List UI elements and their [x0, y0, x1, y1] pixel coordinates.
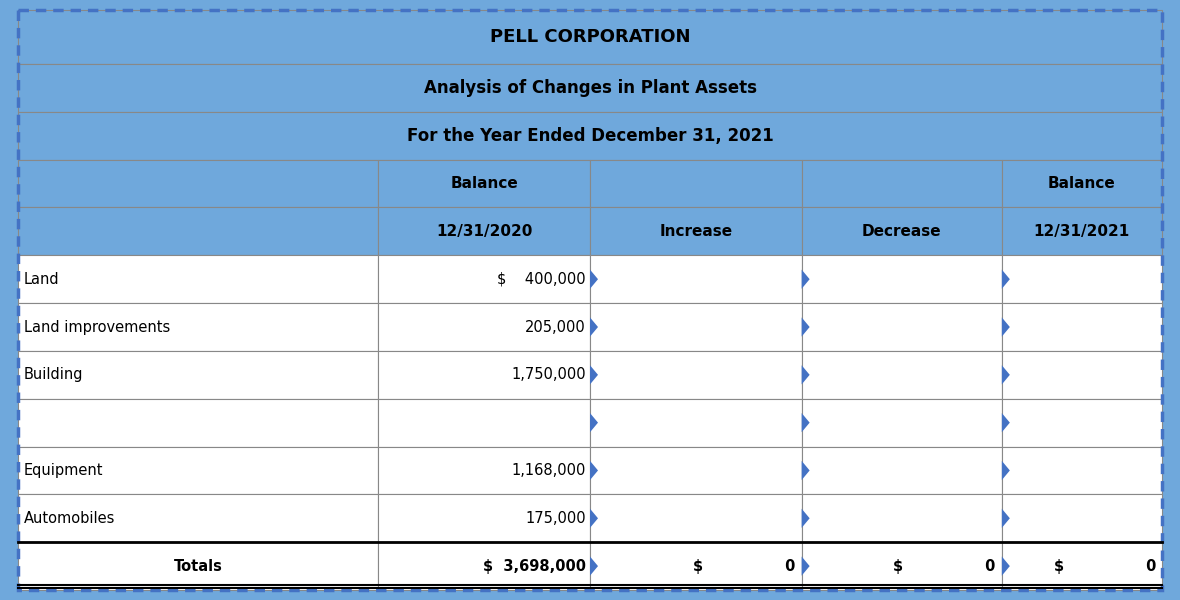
- Bar: [801, 446, 1002, 494]
- Bar: [801, 255, 1002, 303]
- Bar: [801, 351, 1002, 399]
- Bar: [18, 112, 1162, 160]
- Bar: [379, 399, 590, 446]
- Bar: [1002, 303, 1162, 351]
- Bar: [590, 255, 801, 303]
- Polygon shape: [590, 461, 598, 480]
- Polygon shape: [801, 461, 809, 480]
- Text: 12/31/2020: 12/31/2020: [435, 224, 532, 239]
- Bar: [590, 303, 801, 351]
- Bar: [801, 399, 1002, 446]
- Bar: [379, 208, 590, 255]
- Polygon shape: [1002, 365, 1010, 385]
- Bar: [590, 542, 801, 590]
- Polygon shape: [590, 413, 598, 432]
- Bar: [801, 303, 1002, 351]
- Text: Automobiles: Automobiles: [24, 511, 116, 526]
- Bar: [379, 542, 590, 590]
- Text: Building: Building: [24, 367, 84, 382]
- Polygon shape: [1002, 557, 1010, 575]
- Text: Equipment: Equipment: [24, 463, 104, 478]
- Text: Totals: Totals: [173, 559, 223, 574]
- Polygon shape: [801, 269, 809, 289]
- Bar: [801, 208, 1002, 255]
- Bar: [18, 208, 379, 255]
- Polygon shape: [1002, 413, 1010, 432]
- Polygon shape: [1002, 317, 1010, 337]
- Bar: [801, 160, 1002, 208]
- Text: Balance: Balance: [1048, 176, 1116, 191]
- Text: Decrease: Decrease: [861, 224, 942, 239]
- Polygon shape: [801, 317, 809, 337]
- Polygon shape: [590, 509, 598, 528]
- Text: For the Year Ended December 31, 2021: For the Year Ended December 31, 2021: [407, 127, 773, 145]
- Bar: [379, 303, 590, 351]
- Polygon shape: [590, 269, 598, 289]
- Text: 1,168,000: 1,168,000: [512, 463, 586, 478]
- Text: 12/31/2021: 12/31/2021: [1034, 224, 1130, 239]
- Bar: [801, 494, 1002, 542]
- Text: $                0: $ 0: [694, 559, 795, 574]
- Bar: [1002, 255, 1162, 303]
- Bar: [1002, 399, 1162, 446]
- Text: 1,750,000: 1,750,000: [511, 367, 586, 382]
- Polygon shape: [1002, 509, 1010, 528]
- Bar: [18, 303, 379, 351]
- Bar: [379, 494, 590, 542]
- Bar: [590, 160, 801, 208]
- Text: $                0: $ 0: [893, 559, 996, 574]
- Bar: [379, 446, 590, 494]
- Bar: [590, 351, 801, 399]
- Bar: [18, 255, 379, 303]
- Bar: [1002, 494, 1162, 542]
- Polygon shape: [590, 365, 598, 385]
- Bar: [801, 542, 1002, 590]
- Bar: [18, 494, 379, 542]
- Bar: [590, 446, 801, 494]
- Polygon shape: [801, 413, 809, 432]
- Polygon shape: [801, 557, 809, 575]
- Bar: [18, 64, 1162, 112]
- Bar: [1002, 160, 1162, 208]
- Bar: [18, 446, 379, 494]
- Bar: [18, 10, 1162, 64]
- Bar: [18, 351, 379, 399]
- Text: PELL CORPORATION: PELL CORPORATION: [490, 28, 690, 46]
- Polygon shape: [801, 509, 809, 528]
- Bar: [590, 399, 801, 446]
- Bar: [379, 351, 590, 399]
- Text: Balance: Balance: [451, 176, 518, 191]
- Bar: [379, 255, 590, 303]
- Polygon shape: [1002, 461, 1010, 480]
- Polygon shape: [590, 557, 598, 575]
- Bar: [18, 542, 379, 590]
- Text: $  3,698,000: $ 3,698,000: [483, 559, 586, 574]
- Bar: [1002, 542, 1162, 590]
- Text: Analysis of Changes in Plant Assets: Analysis of Changes in Plant Assets: [424, 79, 756, 97]
- Polygon shape: [801, 365, 809, 385]
- Bar: [1002, 446, 1162, 494]
- Text: $                0: $ 0: [1054, 559, 1156, 574]
- Text: 205,000: 205,000: [525, 320, 586, 335]
- Text: 175,000: 175,000: [525, 511, 586, 526]
- Text: Land: Land: [24, 272, 60, 287]
- Bar: [18, 160, 379, 208]
- Bar: [379, 160, 590, 208]
- Bar: [590, 494, 801, 542]
- Text: Land improvements: Land improvements: [24, 320, 170, 335]
- Text: $    400,000: $ 400,000: [498, 272, 586, 287]
- Bar: [1002, 351, 1162, 399]
- Text: Increase: Increase: [660, 224, 733, 239]
- Bar: [18, 399, 379, 446]
- Bar: [1002, 208, 1162, 255]
- Polygon shape: [590, 317, 598, 337]
- Bar: [590, 208, 801, 255]
- Polygon shape: [1002, 269, 1010, 289]
